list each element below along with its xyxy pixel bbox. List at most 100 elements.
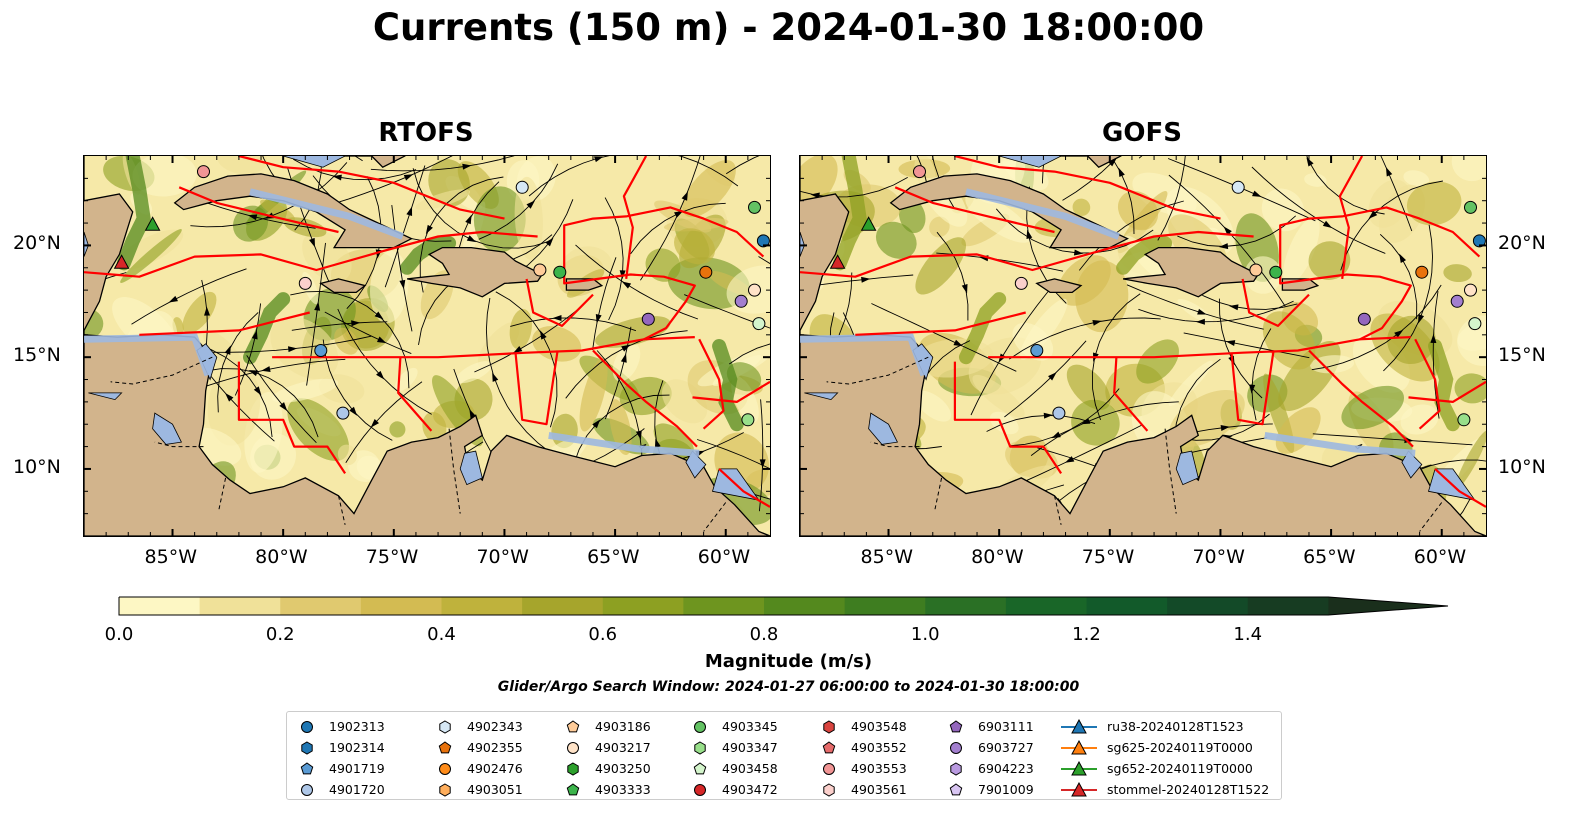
streamline-arrow bbox=[953, 339, 963, 347]
streamline-arrow bbox=[621, 344, 631, 352]
streamline-arrow bbox=[253, 386, 262, 396]
streamline-arrow bbox=[251, 330, 258, 340]
shelf-water bbox=[84, 333, 212, 377]
hexagon-marker-icon bbox=[694, 740, 706, 755]
land bbox=[800, 156, 850, 536]
streamline-arrow bbox=[376, 336, 387, 344]
eez-boundary bbox=[855, 311, 1026, 336]
colorbar-outline bbox=[118, 596, 1449, 616]
speed-patch bbox=[989, 411, 1019, 435]
argo-float-marker bbox=[748, 200, 761, 214]
legend: 1902313 1902314 4901719 4901720 4902343 49023… bbox=[286, 711, 1282, 800]
streamline-arrow bbox=[1306, 157, 1314, 167]
argo-float-marker bbox=[1269, 265, 1283, 279]
argo-float-marker bbox=[515, 180, 529, 194]
streamline bbox=[970, 280, 1058, 416]
eez-boundary bbox=[238, 156, 505, 220]
lon-tick-label: 60°W bbox=[1413, 546, 1467, 568]
argo-float-marker bbox=[756, 234, 770, 248]
streamline bbox=[1157, 156, 1186, 241]
streamline bbox=[1306, 156, 1385, 215]
streamline-arrow bbox=[247, 214, 258, 221]
colorbar-graphic bbox=[118, 596, 1449, 616]
legend-item: 4903345 bbox=[688, 716, 778, 737]
lon-tick-label: 70°W bbox=[1192, 546, 1245, 568]
argo-float-marker bbox=[741, 413, 755, 427]
streamline bbox=[729, 343, 770, 365]
legend-item: 4902343 bbox=[433, 716, 523, 737]
legend-label: sg652-20240119T0000 bbox=[1107, 761, 1253, 776]
streamline-arrow bbox=[1218, 243, 1229, 250]
argo-float-marker bbox=[1231, 180, 1245, 194]
legend-item: 4903250 bbox=[561, 758, 651, 779]
eez-boundary bbox=[622, 156, 648, 280]
colorbar-segment bbox=[844, 597, 926, 615]
argo-float-marker bbox=[1472, 234, 1486, 248]
legend-label: 4903561 bbox=[851, 782, 907, 797]
circle-marker-icon bbox=[567, 741, 579, 754]
lake bbox=[84, 231, 89, 257]
lake bbox=[282, 156, 346, 168]
lake bbox=[152, 412, 183, 445]
speed-patch bbox=[203, 330, 245, 374]
streamline bbox=[1400, 459, 1486, 479]
speed-patch bbox=[1168, 360, 1213, 406]
colorbar-segment bbox=[1086, 597, 1168, 615]
current-jet bbox=[1428, 339, 1460, 432]
legend-column: 1902313 1902314 4901719 4901720 bbox=[295, 716, 385, 800]
streamline-arrow bbox=[513, 346, 523, 354]
eez-boundary bbox=[178, 186, 339, 234]
speed-patch bbox=[1117, 190, 1159, 231]
eez-boundary bbox=[1308, 349, 1414, 448]
speed-patch bbox=[619, 376, 672, 416]
colorbar-tick-label: 0.8 bbox=[749, 624, 779, 645]
country-border bbox=[1054, 495, 1062, 525]
argo-float-marker bbox=[734, 294, 748, 308]
streamline bbox=[986, 414, 1096, 432]
lake bbox=[868, 412, 899, 445]
current-jet bbox=[832, 156, 867, 271]
lon-tick-label: 80°W bbox=[255, 546, 308, 568]
streamline-arrow bbox=[674, 210, 684, 218]
streamline-arrow bbox=[1399, 253, 1407, 263]
colorbar-segment bbox=[280, 597, 362, 615]
streamline bbox=[725, 156, 760, 175]
colorbar-tick-label: 0.4 bbox=[427, 624, 456, 645]
land bbox=[238, 156, 406, 168]
current-jet bbox=[1116, 236, 1173, 275]
search-window-text: Glider/Argo Search Window: 2024-01-27 06… bbox=[497, 679, 1080, 695]
map-panel-gofs[interactable] bbox=[799, 155, 1487, 537]
speed-patch bbox=[915, 390, 952, 422]
streamline bbox=[290, 290, 410, 389]
streamline bbox=[1379, 233, 1418, 320]
streamline bbox=[234, 303, 262, 396]
streamline-arrow bbox=[681, 191, 688, 201]
eez-boundary bbox=[1279, 206, 1481, 341]
legend-label: 4903217 bbox=[595, 740, 651, 755]
streamline bbox=[1168, 174, 1286, 307]
circle-marker-icon bbox=[301, 720, 313, 733]
streamline bbox=[131, 268, 247, 325]
legend-column: 4903345 4903347 4903458 4903472 bbox=[688, 716, 778, 800]
streamline-arrow bbox=[1048, 372, 1057, 381]
argo-float-marker bbox=[913, 165, 926, 179]
legend-label: sg625-20240119T0000 bbox=[1107, 740, 1253, 755]
legend-item: 4901719 bbox=[295, 758, 385, 779]
speed-patch bbox=[1261, 188, 1305, 232]
streamline-arrow bbox=[224, 345, 231, 355]
speed-patch bbox=[645, 248, 681, 282]
legend-label: 4901720 bbox=[329, 782, 385, 797]
streamline-arrow bbox=[288, 346, 298, 353]
circle-marker-icon bbox=[823, 762, 835, 775]
colorbar-segment bbox=[925, 597, 1007, 615]
speed-patch bbox=[132, 156, 197, 197]
map-panel-rtofs[interactable] bbox=[83, 155, 771, 537]
streamline bbox=[630, 202, 726, 255]
streamline bbox=[565, 330, 688, 399]
speed-patch bbox=[1451, 156, 1486, 182]
legend-item: 4903552 bbox=[817, 737, 907, 758]
legend-label: 4901719 bbox=[329, 761, 385, 776]
eez-boundary bbox=[954, 156, 1221, 220]
eez-boundary bbox=[237, 361, 347, 475]
legend-label: 4903345 bbox=[722, 719, 778, 734]
